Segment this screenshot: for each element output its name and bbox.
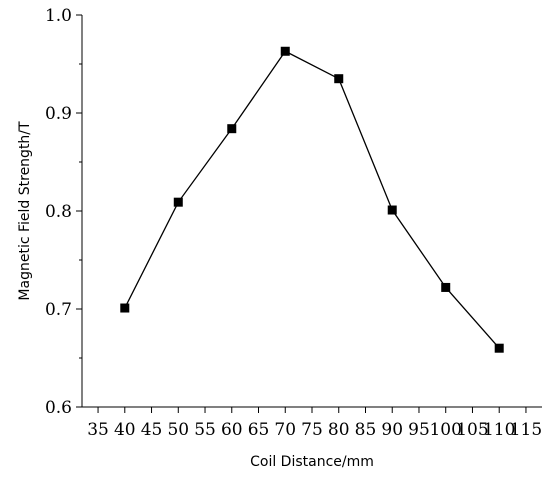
y-ticks: 0.6 0.7 0.8 0.9 1.0 (45, 6, 82, 418)
y-tick-label: 0.6 (45, 398, 72, 418)
x-tick-label: 110 (483, 420, 515, 440)
x-tick-label: 115 (510, 420, 542, 440)
y-axis-title: Magnetic Field Strength/T (17, 121, 33, 301)
x-tick-label: 95 (408, 420, 430, 440)
x-tick-label: 100 (429, 420, 461, 440)
axes (81, 15, 542, 408)
x-tick-label: 45 (141, 420, 163, 440)
data-point-marker (494, 343, 504, 353)
y-tick-label: 1.0 (45, 6, 72, 26)
x-tick-label: 105 (456, 420, 488, 440)
x-tick-label: 60 (221, 420, 243, 440)
plot-area (120, 46, 504, 353)
data-point-marker (173, 197, 183, 207)
x-tick-label: 35 (87, 420, 109, 440)
x-tick-label: 75 (301, 420, 323, 440)
data-point-marker (387, 205, 397, 215)
x-tick-label: 85 (355, 420, 377, 440)
x-tick-label: 80 (328, 420, 350, 440)
x-tick-label: 55 (194, 420, 216, 440)
x-tick-label: 50 (167, 420, 189, 440)
y-tick-label: 0.8 (45, 202, 72, 222)
x-tick-label: 70 (274, 420, 296, 440)
data-point-marker (441, 282, 451, 292)
y-tick-label: 0.7 (45, 300, 72, 320)
x-tick-label: 65 (248, 420, 270, 440)
data-point-marker (227, 124, 237, 134)
x-tick-label: 90 (381, 420, 403, 440)
x-axis-title: Coil Distance/mm (250, 454, 374, 470)
data-point-marker (280, 46, 290, 56)
x-tick-label: 40 (114, 420, 136, 440)
data-point-marker (120, 303, 130, 313)
y-tick-label: 0.9 (45, 104, 72, 124)
series-line (124, 50, 500, 349)
data-point-marker (334, 74, 344, 84)
